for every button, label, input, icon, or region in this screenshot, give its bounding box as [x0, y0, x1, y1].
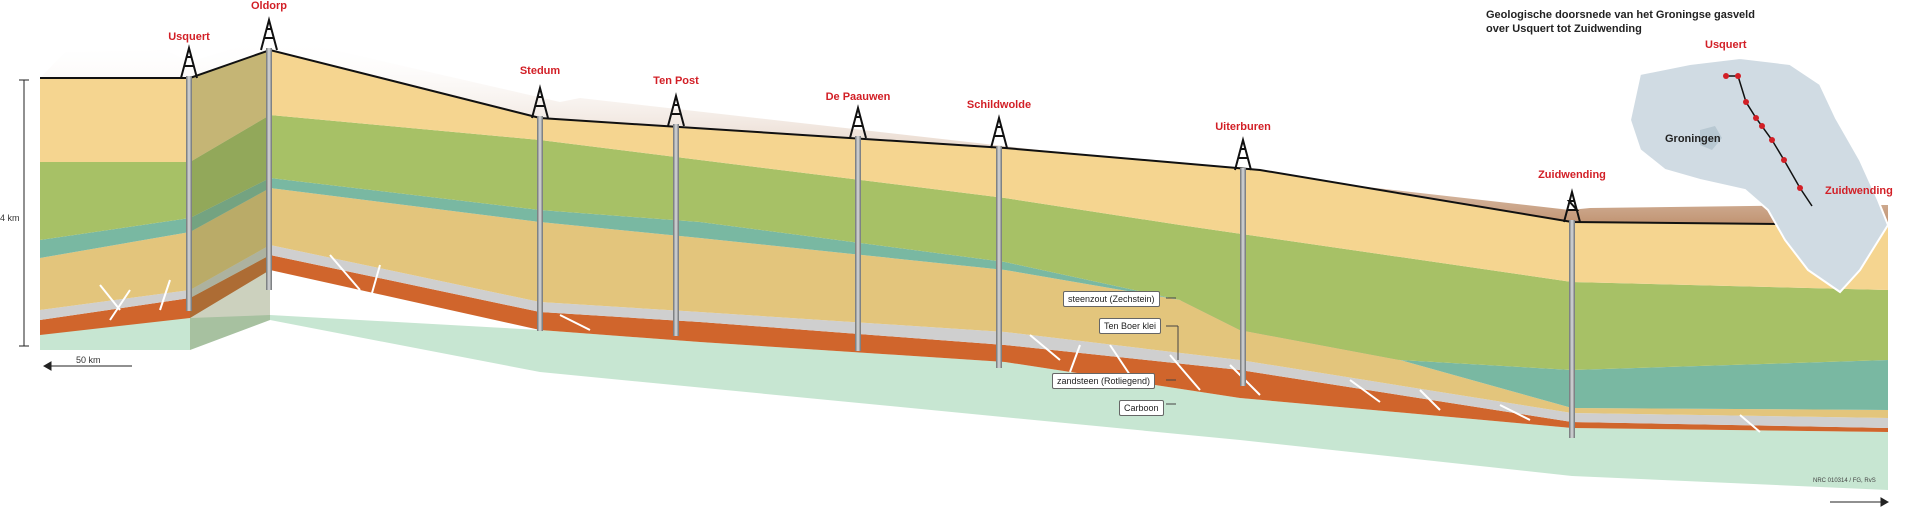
- derrick-icon: [180, 44, 198, 79]
- well-de-paauwen: [855, 136, 861, 351]
- derricks: [180, 16, 1581, 223]
- horizontal-scale-bar: [42, 361, 132, 371]
- vertical-scale-bar: [19, 79, 29, 347]
- section-route: [1726, 75, 1813, 207]
- well-schildwolde: [996, 146, 1002, 368]
- carboon-layer: [40, 315, 1888, 490]
- surface-line: [40, 48, 1889, 226]
- well-label-oldorp: Oldorp: [251, 0, 287, 12]
- wells: [186, 48, 1575, 438]
- legend-zandsteen: zandsteen (Rotliegend): [1052, 373, 1156, 389]
- well-stedum: [537, 116, 543, 331]
- well-label-usquert: Usquert: [168, 31, 210, 43]
- derrick-icon: [667, 92, 685, 127]
- inset-map: Groningen Usquert Zuidwending: [1628, 39, 1893, 294]
- vertical-scale-label: 4 km: [0, 213, 20, 223]
- well-label-zuidwending: Zuidwending: [1538, 169, 1606, 181]
- derrick-icon: [531, 84, 549, 119]
- derrick-icon: [1234, 136, 1252, 171]
- legend-steenzout: steenzout (Zechstein): [1063, 291, 1160, 307]
- well-uiterburen: [1240, 168, 1246, 386]
- salt-layer: [40, 188, 1888, 418]
- well-label-stedum: Stedum: [520, 65, 561, 77]
- inset-label-usquert: Usquert: [1705, 39, 1747, 51]
- derrick-icon: [1563, 188, 1581, 223]
- surface-layer: [40, 50, 1888, 290]
- soil-strip: [40, 38, 1888, 225]
- well-label-ten-post: Ten Post: [653, 75, 699, 87]
- well-label-uiterburen: Uiterburen: [1215, 121, 1271, 133]
- well-zuidwending: [1569, 220, 1575, 438]
- legend-ten-boer-klei: Ten Boer klei: [1099, 318, 1162, 334]
- legend-carboon: Carboon: [1119, 400, 1164, 416]
- horizontal-scale-label: 50 km: [76, 355, 101, 365]
- ten-boer-layer: [40, 245, 1888, 428]
- diagram-title-line-2: over Usquert tot Zuidwending: [1486, 23, 1642, 35]
- diagram-title-line-1: Geologische doorsnede van het Groningse …: [1486, 9, 1755, 21]
- well-oldorp: [266, 48, 272, 290]
- derrick-icon: [260, 16, 278, 51]
- derrick-icon: [990, 114, 1008, 149]
- credit-line: NRC 010314 / FG, RvS: [1813, 478, 1876, 484]
- anhydrite-layer: [40, 178, 1888, 410]
- groningen-province-shape: [1628, 56, 1890, 294]
- derrick-icon: [849, 104, 867, 139]
- inset-label-groningen: Groningen: [1665, 133, 1721, 145]
- well-usquert: [186, 76, 192, 311]
- diagram-title: Geologische doorsnede van het Groningse …: [1486, 8, 1755, 36]
- well-label-schildwolde: Schildwolde: [967, 99, 1031, 111]
- well-label-de-paauwen: De Paauwen: [826, 91, 891, 103]
- green-layer: [40, 115, 1888, 370]
- fault-lines: [99, 254, 1761, 433]
- inset-label-zuidwending: Zuidwending: [1825, 185, 1893, 197]
- well-labels: Usquert Oldorp Stedum Ten Post De Paauwe…: [168, 0, 1606, 181]
- well-ten-post: [673, 124, 679, 336]
- rotliegend-layer: [40, 255, 1888, 432]
